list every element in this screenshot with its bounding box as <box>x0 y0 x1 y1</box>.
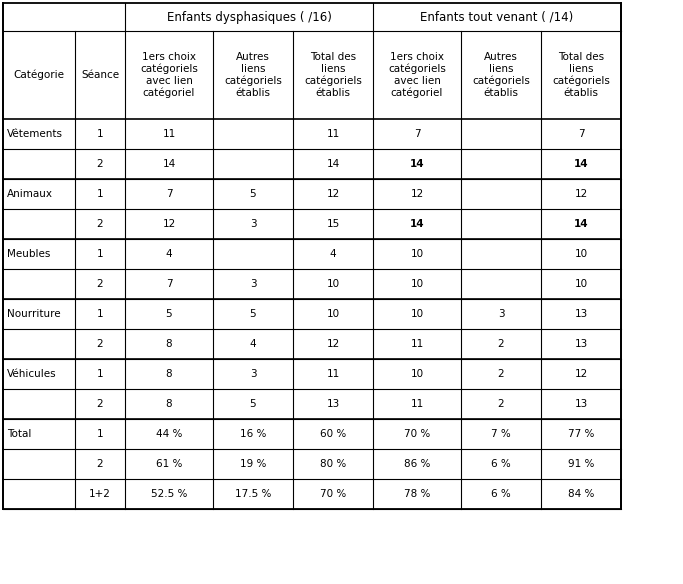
Text: Meubles: Meubles <box>7 249 51 259</box>
Text: 8: 8 <box>166 339 172 349</box>
Text: 1: 1 <box>97 129 103 139</box>
Text: 10: 10 <box>326 309 339 319</box>
Text: 1: 1 <box>97 189 103 199</box>
Text: 13: 13 <box>326 399 339 409</box>
Text: 3: 3 <box>250 279 256 289</box>
Text: Séance: Séance <box>81 70 119 80</box>
Text: 2: 2 <box>97 219 103 229</box>
Text: 80 %: 80 % <box>320 459 346 469</box>
Text: 84 %: 84 % <box>568 489 594 499</box>
Text: 6 %: 6 % <box>491 459 511 469</box>
Text: 7: 7 <box>166 279 172 289</box>
Text: 70 %: 70 % <box>404 429 430 439</box>
Text: 6 %: 6 % <box>491 489 511 499</box>
Text: 1+2: 1+2 <box>89 489 111 499</box>
Text: 1ers choix
catégoriels
avec lien
catégoriel: 1ers choix catégoriels avec lien catégor… <box>140 52 198 98</box>
Text: 2: 2 <box>498 339 504 349</box>
Text: 12: 12 <box>410 189 423 199</box>
Text: Catégorie: Catégorie <box>14 69 64 80</box>
Text: 1ers choix
catégoriels
avec lien
catégoriel: 1ers choix catégoriels avec lien catégor… <box>388 52 446 98</box>
Text: 12: 12 <box>574 189 587 199</box>
Text: 12: 12 <box>574 369 587 379</box>
Text: 10: 10 <box>410 279 423 289</box>
Text: 4: 4 <box>250 339 256 349</box>
Text: Animaux: Animaux <box>7 189 53 199</box>
Text: 1: 1 <box>97 309 103 319</box>
Text: 2: 2 <box>97 459 103 469</box>
Text: 11: 11 <box>326 369 339 379</box>
Text: 10: 10 <box>326 279 339 289</box>
Text: 11: 11 <box>163 129 176 139</box>
Text: 12: 12 <box>163 219 176 229</box>
Text: 4: 4 <box>330 249 336 259</box>
Text: 52.5 %: 52.5 % <box>151 489 187 499</box>
Text: 17.5 %: 17.5 % <box>235 489 271 499</box>
Text: Nourriture: Nourriture <box>7 309 61 319</box>
Text: 11: 11 <box>410 339 423 349</box>
Text: 5: 5 <box>250 399 256 409</box>
Text: Véhicules: Véhicules <box>7 369 57 379</box>
Text: 91 %: 91 % <box>568 459 594 469</box>
Text: 14: 14 <box>163 159 176 169</box>
Text: 86 %: 86 % <box>404 459 430 469</box>
Text: 12: 12 <box>326 339 339 349</box>
Text: 13: 13 <box>574 309 587 319</box>
Text: 5: 5 <box>250 309 256 319</box>
Text: 14: 14 <box>410 159 424 169</box>
Text: 3: 3 <box>498 309 504 319</box>
Text: 2: 2 <box>498 369 504 379</box>
Text: 61 %: 61 % <box>156 459 182 469</box>
Text: 15: 15 <box>326 219 339 229</box>
Text: 10: 10 <box>410 249 423 259</box>
Text: 12: 12 <box>326 189 339 199</box>
Text: 7: 7 <box>578 129 585 139</box>
Text: 4: 4 <box>166 249 172 259</box>
Text: 60 %: 60 % <box>320 429 346 439</box>
Text: 11: 11 <box>326 129 339 139</box>
Text: 1: 1 <box>97 249 103 259</box>
Text: 10: 10 <box>574 279 587 289</box>
Text: 10: 10 <box>410 309 423 319</box>
Text: 13: 13 <box>574 399 587 409</box>
Text: Total: Total <box>7 429 31 439</box>
Text: Enfants tout venant ( /14): Enfants tout venant ( /14) <box>420 11 574 23</box>
Text: Enfants dysphasiques ( /16): Enfants dysphasiques ( /16) <box>167 11 331 23</box>
Text: 3: 3 <box>250 369 256 379</box>
Text: 70 %: 70 % <box>320 489 346 499</box>
Text: 5: 5 <box>250 189 256 199</box>
Text: Autres
liens
catégoriels
établis: Autres liens catégoriels établis <box>224 53 282 98</box>
Text: 14: 14 <box>326 159 339 169</box>
Text: 44 %: 44 % <box>156 429 182 439</box>
Text: 16 %: 16 % <box>240 429 266 439</box>
Text: 14: 14 <box>574 159 588 169</box>
Text: 2: 2 <box>97 279 103 289</box>
Text: 8: 8 <box>166 399 172 409</box>
Text: 77 %: 77 % <box>568 429 594 439</box>
Text: 13: 13 <box>574 339 587 349</box>
Text: 10: 10 <box>574 249 587 259</box>
Text: 3: 3 <box>250 219 256 229</box>
Text: 7: 7 <box>166 189 172 199</box>
Text: Total des
liens
catégoriels
établis: Total des liens catégoriels établis <box>552 53 610 98</box>
Text: 7 %: 7 % <box>491 429 511 439</box>
Text: 11: 11 <box>410 399 423 409</box>
Text: 2: 2 <box>97 339 103 349</box>
Text: 7: 7 <box>414 129 420 139</box>
Text: 2: 2 <box>97 159 103 169</box>
Text: 5: 5 <box>166 309 172 319</box>
Text: Total des
liens
catégoriels
établis: Total des liens catégoriels établis <box>304 53 362 98</box>
Text: 78 %: 78 % <box>404 489 430 499</box>
Text: Vêtements: Vêtements <box>7 129 63 139</box>
Text: 1: 1 <box>97 369 103 379</box>
Text: Autres
liens
catégoriels
établis: Autres liens catégoriels établis <box>472 53 530 98</box>
Text: 8: 8 <box>166 369 172 379</box>
Text: 14: 14 <box>410 219 424 229</box>
Text: 19 %: 19 % <box>240 459 266 469</box>
Text: 1: 1 <box>97 429 103 439</box>
Text: 2: 2 <box>498 399 504 409</box>
Text: 2: 2 <box>97 399 103 409</box>
Text: 10: 10 <box>410 369 423 379</box>
Text: 14: 14 <box>574 219 588 229</box>
